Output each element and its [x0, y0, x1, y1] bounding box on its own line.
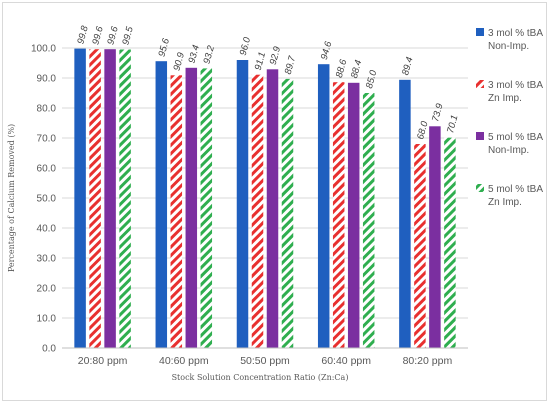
bar — [429, 126, 441, 348]
legend-label: 3 mol % tBA — [488, 28, 543, 39]
legend-label: 5 mol % tBA — [488, 132, 543, 143]
legend-label: 5 mol % tBA — [488, 184, 543, 195]
data-label: 85.0 — [364, 68, 380, 89]
bar — [236, 60, 249, 348]
data-label: 88.6 — [334, 58, 350, 79]
x-category-label: 40:60 ppm — [159, 355, 209, 367]
data-label: 70.1 — [445, 114, 460, 135]
bar — [74, 48, 86, 348]
data-label: 99.5 — [120, 25, 136, 46]
data-label: 89.4 — [400, 56, 415, 77]
bar — [347, 82, 360, 349]
bar — [89, 49, 101, 348]
y-tick-label: 100.0 — [31, 44, 56, 55]
x-category-label: 80:20 ppm — [403, 355, 453, 367]
bar — [266, 69, 279, 349]
data-label: 91.1 — [253, 51, 268, 72]
bar — [155, 61, 168, 348]
legend-label: 3 mol % tBA — [488, 80, 543, 91]
bar — [119, 49, 131, 348]
bar — [332, 82, 345, 348]
data-label: 90.9 — [172, 51, 188, 72]
y-axis-title: Percentage of Calcium Removed (%) — [7, 124, 16, 272]
y-tick-label: 80.0 — [37, 104, 57, 115]
bar — [104, 49, 116, 348]
y-tick-label: 30.0 — [37, 254, 57, 265]
y-tick-label: 0.0 — [42, 344, 56, 355]
y-tick-label: 20.0 — [37, 284, 57, 295]
x-axis-categories: 20:80 ppm 40:60 ppm 50:50 ppm 60:40 ppm 80:2… — [78, 355, 453, 367]
x-category-label: 20:80 ppm — [78, 355, 128, 367]
legend-swatch — [476, 28, 484, 36]
bar — [444, 137, 456, 348]
data-label: 73.9 — [430, 102, 446, 123]
y-tick-label: 60.0 — [37, 164, 57, 175]
bar — [362, 93, 375, 348]
data-label: 88.4 — [349, 59, 364, 80]
legend-label: Non-Imp. — [488, 145, 529, 156]
y-tick-label: 90.0 — [37, 74, 57, 85]
data-label: 89.7 — [283, 54, 299, 75]
bars — [74, 48, 456, 349]
legend-item: 3 mol % tBA Non-Imp. — [476, 28, 543, 52]
legend-swatch — [476, 184, 484, 192]
y-tick-label: 40.0 — [37, 224, 57, 235]
bar — [200, 68, 213, 349]
data-label: 93.2 — [202, 44, 218, 65]
data-labels: 99.8 99.6 99.6 99.595.690.9 93.4 93.2 96.091.1… — [75, 24, 460, 141]
data-label: 94.6 — [319, 40, 335, 61]
y-tick-label: 50.0 — [37, 194, 57, 205]
legend-label: Zn Imp. — [488, 93, 522, 104]
y-axis-ticks: 0.0 10.0 20.0 30.0 40.0 50.0 60.0 70.0 80.0 90.0 1… — [31, 44, 56, 355]
legend-swatch — [476, 132, 484, 140]
x-category-label: 50:50 ppm — [240, 355, 290, 367]
legend-label: Zn Imp. — [488, 197, 522, 208]
data-label: 68.0 — [415, 119, 431, 140]
legend-label: Non-Imp. — [488, 41, 529, 52]
bar — [185, 67, 198, 349]
legend-swatch — [476, 80, 484, 88]
bar — [251, 74, 264, 348]
x-axis-title: Stock Solution Concentration Ratio (Zn:C… — [172, 373, 349, 382]
legend-item: 3 mol % tBA Zn Imp. — [476, 80, 543, 104]
bar — [281, 78, 294, 349]
data-label: 95.6 — [157, 37, 173, 58]
data-label: 99.6 — [105, 25, 121, 46]
bar — [170, 75, 183, 349]
data-label: 92.9 — [268, 45, 284, 66]
y-tick-label: 10.0 — [37, 314, 57, 325]
data-label: 93.4 — [187, 44, 202, 65]
data-label: 96.0 — [238, 35, 254, 56]
bar — [414, 144, 426, 348]
data-label: 99.6 — [90, 25, 106, 46]
legend-item: 5 mol % tBA Zn Imp. — [476, 184, 543, 208]
bar — [317, 64, 330, 348]
x-category-label: 60:40 ppm — [321, 355, 371, 367]
legend-item: 5 mol % tBA Non-Imp. — [476, 132, 543, 156]
y-tick-label: 70.0 — [37, 134, 57, 145]
bar — [399, 79, 411, 349]
data-label: 99.8 — [75, 24, 91, 45]
